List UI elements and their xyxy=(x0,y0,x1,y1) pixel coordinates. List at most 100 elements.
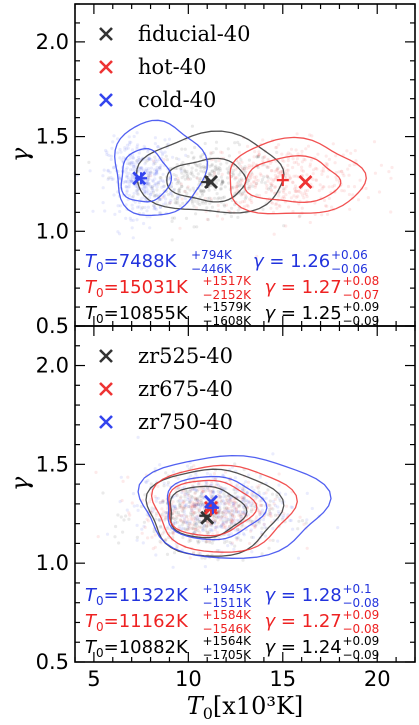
top-cloud-point xyxy=(142,185,146,189)
top-cloud-point xyxy=(156,182,160,186)
bottom-cloud-point xyxy=(204,483,208,487)
bottom-cloud-point xyxy=(190,526,194,531)
bottom-cloud-point xyxy=(199,493,203,497)
top-cloud-point xyxy=(130,148,135,152)
top-cloud-point xyxy=(108,170,112,174)
top-cloud-point xyxy=(249,173,253,177)
bottom-cloud-point xyxy=(223,525,227,529)
bottom-cloud-point xyxy=(201,490,205,494)
top-cloud-point xyxy=(195,225,199,229)
bottom-cloud-point xyxy=(146,519,150,523)
top-cloud-point xyxy=(161,151,165,155)
bottom-cloud-point xyxy=(199,498,203,503)
bottom-cloud-point xyxy=(253,494,257,498)
top-cloud-point xyxy=(171,155,175,159)
bottom-cloud-point xyxy=(171,532,175,536)
top-cloud-point xyxy=(199,189,203,193)
bottom-cloud-point xyxy=(210,490,214,494)
bottom-cloud-point xyxy=(189,474,193,478)
bottom-cloud-point xyxy=(202,525,206,529)
bottom-cloud-point xyxy=(147,500,152,504)
top-cloud-point xyxy=(170,192,174,196)
bottom-cloud-point xyxy=(160,507,164,511)
bottom-cloud-point xyxy=(235,518,239,522)
top-cloud-point xyxy=(88,169,92,173)
top-cloud-point xyxy=(303,191,307,195)
top-cloud-point xyxy=(217,196,221,200)
bottom-cloud-point xyxy=(282,514,286,518)
bottom-cloud-point xyxy=(188,500,192,504)
top-cloud-point xyxy=(325,204,329,208)
bottom-cloud-point xyxy=(190,526,195,530)
top-cloud-point xyxy=(210,205,214,209)
bottom-cloud-point xyxy=(182,509,186,513)
top-cloud-point xyxy=(143,185,147,189)
top-cloud-point xyxy=(265,164,269,168)
top-cloud-point xyxy=(145,209,149,213)
top-cloud-point xyxy=(300,206,304,210)
bottom-cloud-point xyxy=(241,510,245,514)
bottom-cloud-point xyxy=(216,510,221,515)
top-cloud-point xyxy=(129,140,133,144)
top-cloud-point xyxy=(285,171,289,175)
top-cloud-point xyxy=(178,187,182,191)
top-cloud-point xyxy=(170,219,174,223)
top-cloud-point xyxy=(131,194,135,198)
bottom-cloud-point xyxy=(245,490,249,494)
top-cloud-point xyxy=(117,232,122,236)
top-cloud-point xyxy=(183,177,187,181)
bottom-cloud-point xyxy=(223,541,227,545)
bottom-contour-zr675-40-2 xyxy=(150,464,298,553)
bottom-cloud-point xyxy=(189,512,193,516)
top-cloud-point xyxy=(183,147,187,151)
bottom-xtick-label: 15 xyxy=(269,667,296,691)
top-cloud-point xyxy=(257,193,262,198)
bottom-cloud-point xyxy=(193,506,197,511)
bottom-cloud-point xyxy=(187,539,191,544)
top-cloud-point xyxy=(125,190,129,194)
top-cloud-point xyxy=(335,178,339,182)
bottom-cloud-point xyxy=(118,500,122,504)
bottom-cloud-point xyxy=(222,502,226,506)
top-cloud-point xyxy=(203,196,207,200)
top-cloud-point xyxy=(164,154,168,158)
top-cloud-point xyxy=(154,193,158,198)
bottom-cloud-point xyxy=(255,495,259,500)
bottom-cloud-point xyxy=(214,526,218,530)
top-cloud-point xyxy=(146,192,150,196)
top-cloud-point xyxy=(141,187,145,191)
top-cloud-point xyxy=(149,174,153,178)
bottom-cloud-point xyxy=(228,499,232,503)
bottom-cloud-point xyxy=(207,489,211,493)
top-cloud-point xyxy=(127,185,131,189)
top-cloud-point xyxy=(286,159,290,163)
top-cloud-point xyxy=(153,161,157,166)
bottom-annotation-t0-upper: +1584K xyxy=(203,608,253,622)
top-cloud-point xyxy=(231,186,235,190)
top-cloud-point xyxy=(116,137,120,141)
bottom-cloud-point xyxy=(249,529,253,533)
top-cloud-point xyxy=(129,180,133,184)
top-cloud-point xyxy=(200,191,204,195)
top-cloud-point xyxy=(103,209,107,213)
top-cloud-point xyxy=(311,177,315,181)
top-cloud-point xyxy=(154,158,158,162)
bottom-cloud-point xyxy=(96,535,100,539)
top-cloud-point xyxy=(234,186,239,190)
top-cloud-point xyxy=(175,199,179,203)
top-cloud-point xyxy=(200,200,204,204)
bottom-cloud-point xyxy=(257,490,261,494)
top-cloud-point xyxy=(176,194,180,198)
bottom-cloud-point xyxy=(205,524,209,528)
top-cloud-point xyxy=(364,186,368,191)
top-cloud-point xyxy=(196,164,200,168)
bottom-cloud-point xyxy=(200,491,204,495)
top-cloud-point xyxy=(172,216,177,220)
bottom-cloud-point xyxy=(223,511,227,515)
bottom-cloud-point xyxy=(195,517,200,521)
top-cloud-point xyxy=(180,176,184,180)
bottom-cloud-point xyxy=(225,500,229,504)
bottom-cloud-point xyxy=(216,521,220,525)
bottom-cloud-point xyxy=(231,509,235,513)
top-cloud-point xyxy=(132,164,136,168)
